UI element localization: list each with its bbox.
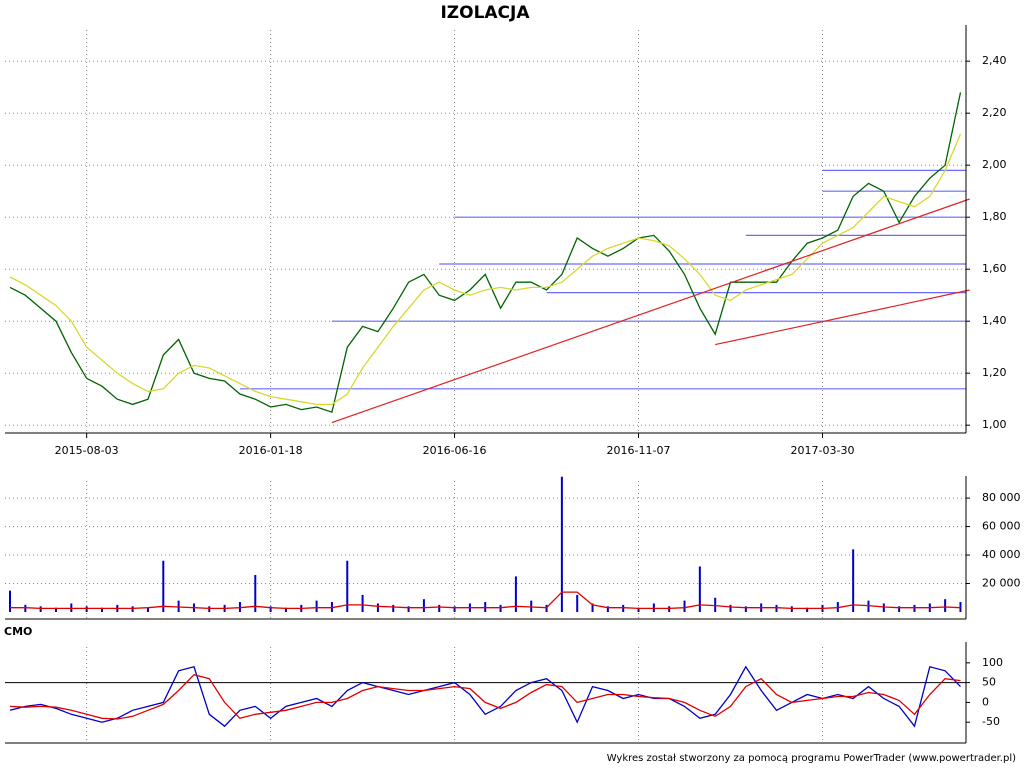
volume-bar	[530, 600, 533, 612]
volume-bar	[208, 606, 211, 612]
volume-bar	[714, 597, 717, 612]
y-tick-label: 1,00	[982, 418, 1007, 431]
y-tick-label: 1,40	[982, 314, 1007, 327]
volume-bar	[422, 599, 425, 612]
volume-bar	[560, 476, 563, 612]
volume-bar	[882, 603, 885, 612]
volume-bar	[898, 606, 901, 612]
volume-bar	[484, 602, 487, 612]
volume-bar	[790, 606, 793, 612]
volume-bar	[514, 576, 517, 612]
volume-bar	[85, 606, 88, 612]
volume-bar	[330, 602, 333, 612]
volume-bar	[284, 607, 287, 612]
y-tick-label: 1,20	[982, 366, 1007, 379]
volume-bar	[775, 604, 778, 612]
volume-bar	[146, 607, 149, 612]
volume-bar	[376, 603, 379, 612]
y-tick-label: 1,60	[982, 262, 1007, 275]
volume-bar	[361, 594, 364, 612]
x-tick-label: 2016-11-07	[607, 444, 671, 457]
y-tick-label: 80 000	[982, 491, 1021, 504]
volume-bar	[499, 604, 502, 612]
volume-bar	[944, 599, 947, 612]
volume-bar	[744, 606, 747, 612]
volume-bar	[576, 594, 579, 612]
volume-bar	[54, 607, 57, 612]
trend-line	[715, 289, 970, 346]
volume-bar	[606, 606, 609, 612]
volume-bar	[24, 604, 27, 612]
volume-bar	[100, 607, 103, 612]
volume-bar	[407, 606, 410, 612]
chart-title: IZOLACJA	[440, 3, 530, 23]
volume-bar	[729, 604, 732, 612]
volume-bar	[162, 560, 165, 612]
y-tick-label: 2,40	[982, 54, 1007, 67]
volume-bar	[806, 607, 809, 612]
volume-bar	[637, 607, 640, 612]
x-tick-label: 2016-06-16	[423, 444, 487, 457]
x-tick-label: 2015-08-03	[55, 444, 119, 457]
volume-bar	[545, 604, 548, 612]
volume-bar	[959, 602, 962, 612]
volume-bar	[177, 600, 180, 612]
series-line	[9, 92, 962, 414]
volume-bar	[39, 606, 42, 612]
series-line	[10, 591, 961, 610]
volume-bar	[683, 600, 686, 612]
volume-bar	[238, 602, 241, 612]
volume-bar	[9, 590, 11, 612]
volume-bar	[622, 604, 625, 612]
y-tick-label: 40 000	[982, 548, 1021, 561]
y-tick-label: 1,80	[982, 210, 1007, 223]
series-line	[9, 665, 961, 728]
volume-bar	[315, 600, 318, 612]
volume-bar	[652, 603, 655, 612]
y-tick-label: 50	[982, 676, 996, 689]
y-tick-label: 100	[982, 656, 1003, 669]
y-tick-label: 0	[982, 695, 989, 708]
trend-line	[331, 198, 970, 424]
volume-bar	[836, 602, 839, 612]
panel-title: CMO	[4, 625, 32, 638]
volume-bar	[346, 560, 349, 612]
y-tick-label: 2,00	[982, 158, 1007, 171]
volume-bar	[392, 604, 395, 612]
x-tick-label: 2017-03-30	[791, 444, 855, 457]
volume-bar	[254, 574, 257, 612]
volume-bar	[867, 600, 870, 612]
y-tick-label: -50	[982, 715, 1000, 728]
x-tick-label: 2016-01-18	[239, 444, 303, 457]
series-line	[9, 673, 961, 720]
volume-bar	[913, 604, 916, 612]
volume-bar	[70, 603, 73, 612]
footer: Wykres został stworzony za pomocą progra…	[607, 753, 1016, 764]
series-line	[9, 133, 962, 406]
volume-bar	[591, 603, 594, 612]
volume-bar	[438, 604, 441, 612]
volume-bar	[453, 606, 456, 612]
y-tick-label: 60 000	[982, 520, 1021, 533]
volume-bar	[852, 549, 855, 612]
y-tick-label: 2,20	[982, 106, 1007, 119]
volume-bar	[131, 606, 134, 612]
volume-bar	[668, 606, 671, 612]
volume-bar	[269, 606, 272, 612]
y-tick-label: 20 000	[982, 577, 1021, 590]
volume-bar	[698, 566, 701, 612]
